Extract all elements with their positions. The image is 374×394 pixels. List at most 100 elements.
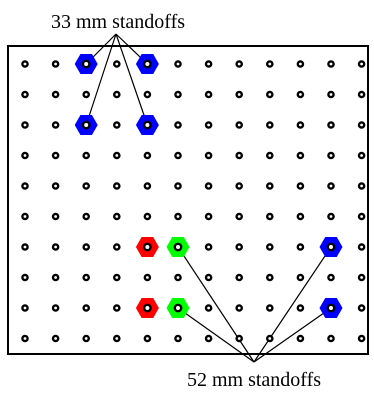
mounting-hole bbox=[235, 90, 243, 99]
standoff-hole bbox=[81, 59, 91, 69]
mounting-hole bbox=[113, 182, 121, 190]
mounting-hole bbox=[174, 90, 182, 99]
mounting-hole bbox=[82, 273, 90, 282]
standoff-hole bbox=[173, 242, 183, 252]
mounting-hole bbox=[296, 212, 305, 221]
mounting-hole bbox=[327, 212, 335, 221]
mounting-hole bbox=[82, 304, 90, 312]
standoff-hole bbox=[142, 59, 152, 69]
mounting-hole bbox=[327, 60, 335, 68]
green-standoff bbox=[166, 237, 190, 257]
mounting-hole bbox=[21, 60, 29, 68]
mounting-hole bbox=[357, 60, 366, 68]
standoff-hole bbox=[173, 303, 183, 313]
blue-standoff bbox=[319, 237, 343, 257]
mounting-hole bbox=[327, 90, 335, 99]
mounting-hole bbox=[51, 243, 60, 251]
mounting-hole bbox=[357, 243, 366, 251]
standoff-hole bbox=[326, 242, 336, 252]
mounting-hole bbox=[113, 151, 121, 160]
leader-line-bottom bbox=[253, 307, 332, 363]
mounting-hole bbox=[204, 151, 213, 160]
mounting-hole bbox=[51, 212, 60, 221]
mounting-hole bbox=[174, 182, 182, 190]
mounting-hole bbox=[265, 90, 274, 99]
mounting-hole bbox=[174, 273, 182, 282]
leader-line-bottom bbox=[177, 246, 255, 363]
mounting-hole bbox=[82, 151, 90, 160]
mounting-hole bbox=[174, 60, 182, 68]
mounting-hole bbox=[51, 90, 60, 99]
top-label: 33 mm standoffs bbox=[51, 11, 185, 33]
mounting-hole bbox=[296, 182, 305, 190]
mounting-hole bbox=[21, 243, 29, 251]
mounting-hole bbox=[235, 151, 243, 160]
mounting-hole bbox=[235, 182, 243, 190]
mounting-hole bbox=[21, 304, 29, 312]
mounting-hole bbox=[113, 121, 121, 129]
mounting-hole bbox=[235, 121, 243, 129]
mounting-hole bbox=[235, 304, 243, 312]
leader-line-bottom bbox=[253, 246, 332, 363]
mounting-hole bbox=[265, 273, 274, 282]
mounting-hole bbox=[235, 243, 243, 251]
mounting-hole bbox=[235, 212, 243, 221]
mounting-hole bbox=[143, 334, 152, 343]
mounting-hole bbox=[357, 212, 366, 221]
mounting-hole bbox=[265, 212, 274, 221]
mounting-hole bbox=[113, 90, 121, 99]
mounting-hole bbox=[51, 304, 60, 312]
mounting-hole bbox=[265, 60, 274, 68]
mounting-hole bbox=[296, 273, 305, 282]
mounting-hole bbox=[113, 304, 121, 312]
leader-line-top bbox=[85, 33, 117, 126]
standoff-hole bbox=[142, 120, 152, 130]
mounting-hole bbox=[327, 151, 335, 160]
mounting-hole bbox=[113, 60, 121, 68]
blue-standoff bbox=[135, 54, 159, 74]
red-standoff bbox=[135, 237, 159, 257]
mounting-hole bbox=[82, 334, 90, 343]
bottom-label: 52 mm standoffs bbox=[187, 369, 321, 391]
mounting-hole bbox=[357, 273, 366, 282]
standoff-markers bbox=[74, 54, 343, 318]
mounting-hole bbox=[113, 243, 121, 251]
mounting-hole bbox=[265, 304, 274, 312]
mounting-hole bbox=[265, 243, 274, 251]
mounting-hole bbox=[21, 212, 29, 221]
mounting-hole bbox=[51, 151, 60, 160]
mounting-hole bbox=[357, 151, 366, 160]
blue-standoff bbox=[135, 115, 159, 135]
standoff-hole bbox=[326, 303, 336, 313]
mounting-hole bbox=[143, 212, 152, 221]
mounting-hole bbox=[21, 182, 29, 190]
mounting-hole bbox=[357, 121, 366, 129]
mounting-hole bbox=[265, 151, 274, 160]
mounting-hole bbox=[143, 273, 152, 282]
mounting-hole bbox=[296, 304, 305, 312]
mounting-hole bbox=[357, 182, 366, 190]
mounting-hole bbox=[82, 90, 90, 99]
mounting-hole bbox=[174, 334, 182, 343]
mounting-hole bbox=[204, 60, 213, 68]
mounting-hole bbox=[327, 273, 335, 282]
mounting-hole bbox=[204, 273, 213, 282]
mounting-hole bbox=[265, 121, 274, 129]
mounting-hole bbox=[357, 90, 366, 99]
mounting-hole bbox=[235, 334, 243, 343]
mounting-hole bbox=[204, 182, 213, 190]
mounting-hole bbox=[204, 121, 213, 129]
blue-standoff bbox=[74, 54, 98, 74]
mounting-hole bbox=[296, 151, 305, 160]
mounting-hole bbox=[51, 60, 60, 68]
mounting-hole bbox=[174, 121, 182, 129]
mounting-hole bbox=[51, 273, 60, 282]
mounting-hole bbox=[357, 304, 366, 312]
mounting-hole bbox=[204, 90, 213, 99]
mounting-hole bbox=[235, 60, 243, 68]
mounting-hole bbox=[113, 273, 121, 282]
standoff-hole bbox=[142, 303, 152, 313]
mounting-hole bbox=[327, 121, 335, 129]
mounting-hole bbox=[265, 334, 274, 343]
